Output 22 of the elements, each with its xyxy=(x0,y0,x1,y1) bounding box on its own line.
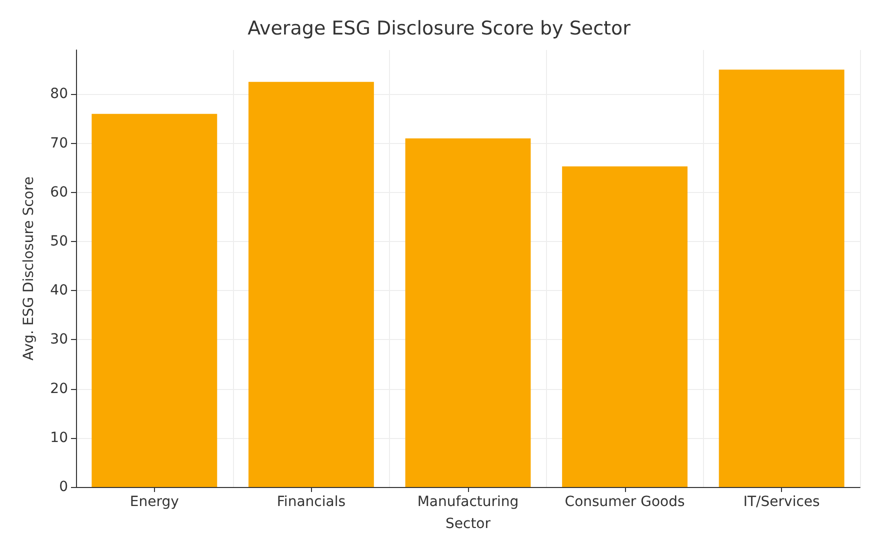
bar xyxy=(718,70,844,487)
y-tick-label: 30 xyxy=(50,332,68,348)
bar xyxy=(248,82,374,487)
bar xyxy=(562,166,688,487)
y-tick-label: 10 xyxy=(50,430,68,446)
y-tick-label: 70 xyxy=(50,135,68,152)
y-tick-label: 40 xyxy=(50,282,68,299)
y-tick-label: 0 xyxy=(59,479,68,495)
x-tick-label: Energy xyxy=(130,494,179,510)
x-tick-label: Consumer Goods xyxy=(564,494,685,510)
x-tick-label: Financials xyxy=(276,494,346,510)
bar xyxy=(92,114,218,487)
y-tick-label: 20 xyxy=(50,380,68,397)
chart-title: Average ESG Disclosure Score by Sector xyxy=(248,18,631,40)
bar xyxy=(405,138,531,487)
y-tick-label: 80 xyxy=(50,86,68,102)
x-tick-label: IT/Services xyxy=(743,494,820,510)
x-axis-title: Sector xyxy=(445,516,491,532)
y-tick-label: 50 xyxy=(50,233,68,250)
x-tick-label: Manufacturing xyxy=(417,494,519,510)
y-axis-title: Avg. ESG Disclosure Score xyxy=(21,176,37,360)
y-tick-label: 60 xyxy=(50,184,68,200)
